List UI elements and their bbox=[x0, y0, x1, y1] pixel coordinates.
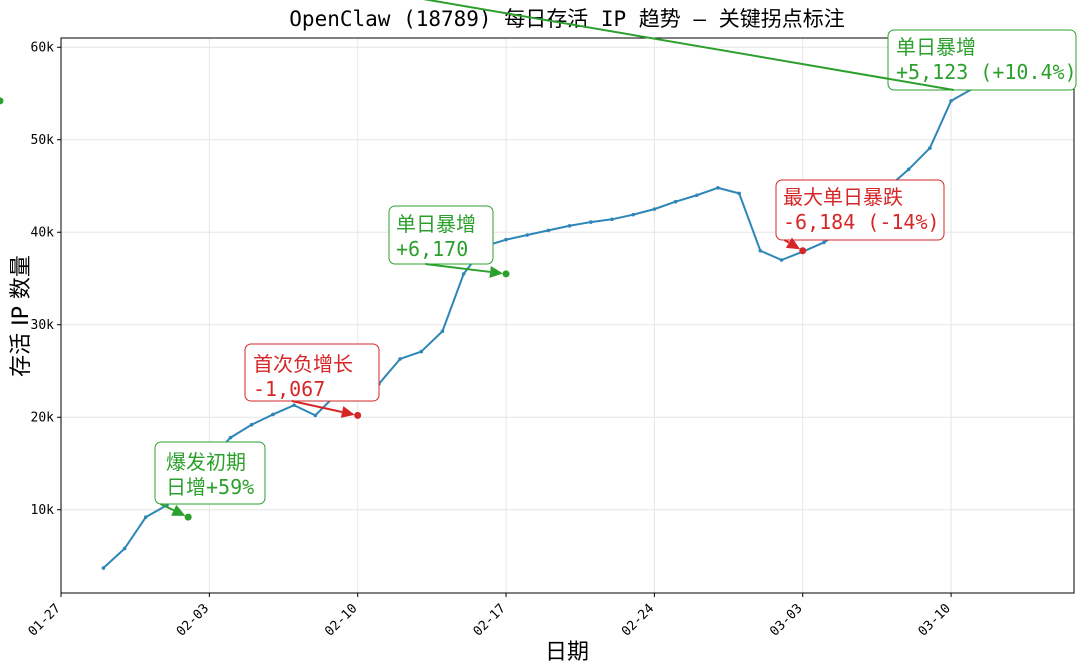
data-point bbox=[589, 220, 593, 224]
annotation-arrowhead bbox=[785, 237, 801, 250]
x-tick-label: 02-03 bbox=[174, 601, 212, 639]
x-tick-label: 02-17 bbox=[471, 601, 509, 639]
data-point bbox=[143, 515, 148, 519]
highlighted-point bbox=[0, 97, 4, 105]
data-point bbox=[610, 217, 614, 222]
data-point bbox=[101, 566, 106, 570]
annotation-text: -1,067 bbox=[253, 377, 325, 401]
annotation-text: 爆发初期 bbox=[166, 450, 246, 474]
data-point bbox=[525, 233, 530, 237]
annotation-arrowhead bbox=[489, 265, 504, 278]
data-point bbox=[737, 191, 741, 196]
annotation-arrow bbox=[425, 263, 491, 273]
data-point bbox=[419, 349, 424, 354]
annotation-arrow bbox=[291, 400, 343, 413]
y-axis-label: 存活 IP 数量 bbox=[9, 255, 34, 377]
data-point bbox=[758, 248, 763, 253]
data-point bbox=[313, 413, 318, 418]
annotation-down: 最大单日暴跌-6,184 (-14%) bbox=[775, 179, 945, 255]
annotation-arrow bbox=[422, 0, 954, 91]
data-point bbox=[271, 412, 275, 417]
data-point bbox=[249, 422, 254, 427]
x-tick-label: 03-03 bbox=[767, 601, 805, 639]
annotation-text: 最大单日暴跌 bbox=[783, 185, 903, 209]
annotation-text: +5,123 (+10.4%) bbox=[896, 60, 1077, 84]
y-tick-label: 20k bbox=[31, 410, 55, 425]
data-point bbox=[928, 146, 932, 150]
data-point bbox=[398, 357, 402, 361]
y-tick-label: 50k bbox=[31, 133, 55, 148]
data-point bbox=[949, 99, 953, 103]
annotation-text: 单日暴增 bbox=[896, 35, 976, 59]
axis-ticks: 10k 20k 30k 40k 50k 60k 01-27 02-03 02-10 02-17 02… bbox=[26, 40, 954, 639]
data-point bbox=[228, 435, 233, 440]
data-point bbox=[292, 403, 296, 408]
highlighted-point bbox=[354, 411, 362, 419]
grid bbox=[60, 38, 1074, 593]
data-point bbox=[716, 186, 720, 190]
annotation-arrowhead bbox=[171, 504, 186, 516]
highlighted-point bbox=[799, 247, 807, 255]
data-point bbox=[673, 199, 678, 204]
x-tick-label: 03-10 bbox=[916, 601, 954, 639]
annotation-box bbox=[887, 29, 1077, 91]
x-tick-label: 02-10 bbox=[322, 601, 360, 639]
annotation-box bbox=[775, 179, 945, 241]
annotation-arrow bbox=[783, 239, 790, 244]
annotation-text: 首次负增长 bbox=[253, 352, 353, 376]
chart-title: OpenClaw (18789) 每日存活 IP 趋势 — 关键拐点标注 bbox=[289, 7, 844, 31]
data-point bbox=[779, 258, 784, 262]
annotation-box bbox=[154, 441, 266, 505]
annotation-text: +6,170 bbox=[396, 237, 468, 261]
annotation-text: 日增+59% bbox=[166, 475, 254, 499]
data-point bbox=[122, 546, 127, 551]
plot-area bbox=[60, 37, 1075, 594]
y-tick-label: 40k bbox=[31, 225, 55, 240]
highlighted-point bbox=[184, 513, 192, 521]
annotation-box bbox=[388, 205, 494, 265]
x-axis-label: 日期 bbox=[545, 640, 589, 665]
x-tick-label: 02-24 bbox=[619, 601, 657, 639]
annotation-text: -6,184 (-14%) bbox=[783, 210, 940, 234]
annotation-arrow bbox=[160, 503, 175, 512]
data-point bbox=[461, 272, 466, 276]
annotations: 爆发初期日增+59%首次负增长-1,067单日暴增+6,170最大单日暴跌-6,… bbox=[0, 0, 1077, 521]
annotation-down: 首次负增长-1,067 bbox=[244, 343, 380, 419]
data-point bbox=[567, 223, 572, 228]
y-tick-label: 10k bbox=[31, 503, 55, 518]
annotation-arrowhead bbox=[340, 406, 355, 418]
y-tick-label: 30k bbox=[31, 318, 55, 333]
annotation-up: 单日暴增+5,123 (+10.4%) bbox=[0, 0, 1077, 105]
annotation-up: 单日暴增+6,170 bbox=[388, 205, 510, 278]
highlighted-point bbox=[502, 270, 510, 278]
annotation-text: 单日暴增 bbox=[396, 212, 476, 236]
data-point bbox=[546, 228, 551, 233]
x-tick-label: 01-27 bbox=[26, 601, 64, 639]
data-point bbox=[631, 212, 635, 217]
data-point bbox=[652, 207, 657, 211]
annotation-box bbox=[244, 343, 380, 402]
data-point bbox=[504, 237, 508, 242]
data-point bbox=[440, 329, 445, 334]
data-point bbox=[822, 240, 826, 245]
data-point bbox=[694, 193, 699, 198]
y-tick-label: 60k bbox=[31, 40, 55, 55]
data-point bbox=[906, 167, 911, 172]
